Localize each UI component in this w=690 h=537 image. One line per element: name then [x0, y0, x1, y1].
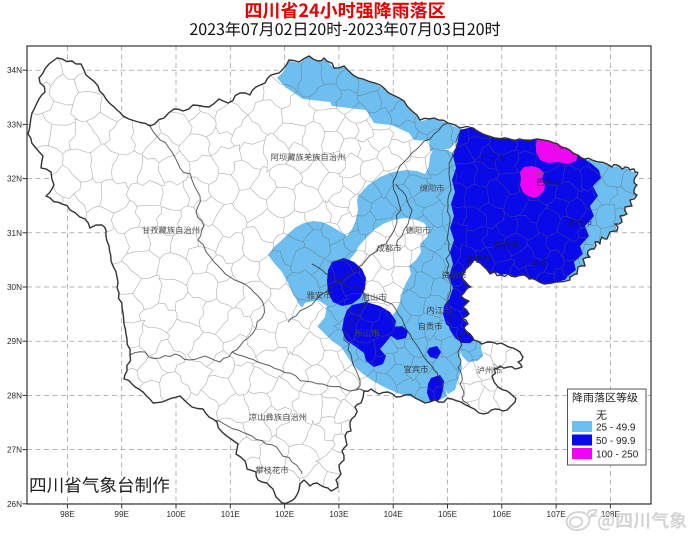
- svg-text:34N: 34N: [7, 66, 22, 75]
- svg-text:107E: 107E: [547, 510, 567, 519]
- svg-text:32N: 32N: [7, 175, 22, 184]
- svg-text:26N: 26N: [7, 500, 22, 509]
- svg-text:31N: 31N: [7, 229, 22, 238]
- svg-text:100E: 100E: [166, 510, 186, 519]
- svg-text:104E: 104E: [384, 510, 404, 519]
- svg-text:101E: 101E: [221, 510, 241, 519]
- svg-text:100 - 250: 100 - 250: [596, 450, 639, 461]
- svg-text:33N: 33N: [7, 120, 22, 129]
- svg-text:25 - 49.9: 25 - 49.9: [596, 423, 636, 434]
- svg-text:28N: 28N: [7, 391, 22, 400]
- svg-text:102E: 102E: [275, 510, 295, 519]
- svg-text:27N: 27N: [7, 446, 22, 455]
- svg-text:106E: 106E: [492, 510, 512, 519]
- svg-text:103E: 103E: [329, 510, 349, 519]
- svg-text:30N: 30N: [7, 283, 22, 292]
- svg-text:99E: 99E: [114, 510, 129, 519]
- svg-text:105E: 105E: [438, 510, 458, 519]
- svg-text:50 - 99.9: 50 - 99.9: [596, 436, 636, 447]
- svg-text:98E: 98E: [60, 510, 75, 519]
- svg-text:29N: 29N: [7, 337, 22, 346]
